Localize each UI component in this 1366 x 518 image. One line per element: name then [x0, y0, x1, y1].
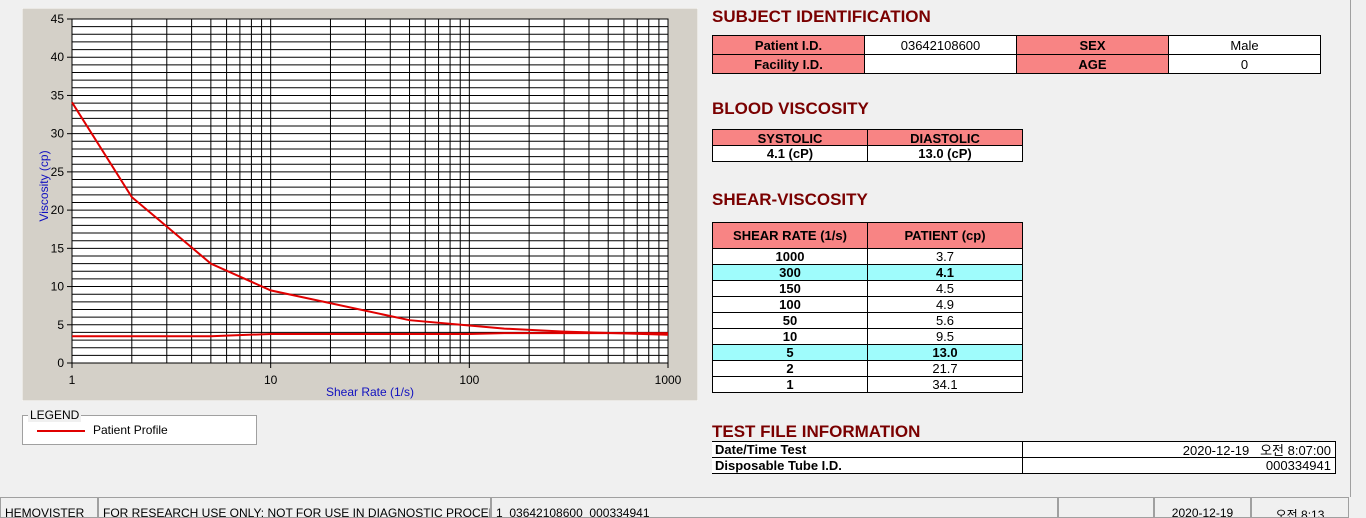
- series-line: [72, 332, 668, 338]
- section-title: SUBJECT IDENTIFICATION: [712, 7, 931, 26]
- table-cell: 4.9: [867, 296, 1023, 313]
- table-cell: 000334941: [1022, 457, 1336, 474]
- status-cell: 2020-12-19: [1154, 497, 1251, 518]
- table-cell: 13.0: [867, 344, 1023, 361]
- table-cell: 2: [712, 360, 868, 377]
- table-cell: SHEAR RATE (1/s): [712, 222, 868, 249]
- series-line: [71, 101, 669, 336]
- legend-title: LEGEND: [28, 408, 82, 422]
- chart: 0 5 10 15 20 25 30 35 40 45 1 10 100 1000 Shear Rate (…: [22, 8, 698, 401]
- x-tick-label: 1: [69, 373, 76, 387]
- table-cell: 1000: [712, 248, 868, 265]
- table-cell: 1: [712, 376, 868, 393]
- table-cell: 4.5: [867, 280, 1023, 297]
- status-cell: 1 03642108600 000334941: [491, 497, 1058, 518]
- table-cell: 300: [712, 264, 868, 281]
- table-cell: Patient I.D.: [712, 35, 865, 55]
- y-tick-label: 15: [51, 241, 65, 255]
- table-cell: 34.1: [867, 376, 1023, 393]
- table-cell: 4.1: [867, 264, 1023, 281]
- table-cell: 2020-12-19 오전 8:07:00: [1022, 441, 1336, 458]
- table-cell: 21.7: [867, 360, 1023, 377]
- table-cell: 3.7: [867, 248, 1023, 265]
- y-tick-label: 0: [57, 356, 64, 370]
- table-cell: 13.0 (cP): [867, 145, 1023, 162]
- y-axis-label: Viscosity (cp): [37, 150, 51, 221]
- section-title: BLOOD VISCOSITY: [712, 99, 869, 118]
- table-cell: 10: [712, 328, 868, 345]
- table-cell: 0: [1168, 54, 1321, 74]
- status-cell: FOR RESEARCH USE ONLY: NOT FOR USE IN DI…: [98, 497, 491, 518]
- y-tick-label: 35: [51, 88, 65, 102]
- status-cell: 오전 8:13: [1251, 497, 1349, 518]
- y-tick-label: 10: [51, 280, 65, 294]
- plot-area: [72, 19, 668, 363]
- table-cell: DIASTOLIC: [867, 129, 1023, 146]
- x-tick-label: 10: [264, 373, 278, 387]
- window-edge: [1350, 0, 1351, 497]
- table-cell: 5.6: [867, 312, 1023, 329]
- table-cell: Male: [1168, 35, 1321, 55]
- table-cell: 100: [712, 296, 868, 313]
- section-title: SHEAR-VISCOSITY: [712, 190, 868, 209]
- legend-swatch: [37, 430, 85, 432]
- x-axis-label: Shear Rate (1/s): [326, 385, 414, 399]
- section-title: TEST FILE INFORMATION: [712, 422, 921, 441]
- y-tick-label: 30: [51, 127, 65, 141]
- plot-frame: [71, 18, 669, 364]
- y-tick-label: 45: [51, 12, 65, 26]
- x-tick-label: 100: [459, 373, 479, 387]
- table-cell: 50: [712, 312, 868, 329]
- table-cell: Date/Time Test: [712, 441, 1023, 458]
- y-tick-label: 25: [51, 165, 65, 179]
- table-cell: 150: [712, 280, 868, 297]
- y-tick-label: 5: [57, 318, 64, 332]
- legend-label: Patient Profile: [93, 423, 168, 437]
- table-cell: PATIENT (cp): [867, 222, 1023, 249]
- table-cell: 5: [712, 344, 868, 361]
- y-tick-label: 40: [51, 50, 65, 64]
- table-cell: 4.1 (cP): [712, 145, 868, 162]
- table-cell: SYSTOLIC: [712, 129, 868, 146]
- table-cell: Facility I.D.: [712, 54, 865, 74]
- table-cell: 03642108600: [864, 35, 1017, 55]
- table-cell: Disposable Tube I.D.: [712, 457, 1023, 474]
- x-tick-label: 1000: [655, 373, 682, 387]
- table-cell: AGE: [1016, 54, 1169, 74]
- table-cell: 9.5: [867, 328, 1023, 345]
- status-cell: [1058, 497, 1154, 518]
- status-cell: HEMOVISTER: [0, 497, 98, 518]
- table-cell: [864, 54, 1017, 74]
- table-cell: SEX: [1016, 35, 1169, 55]
- y-tick-label: 20: [51, 203, 65, 217]
